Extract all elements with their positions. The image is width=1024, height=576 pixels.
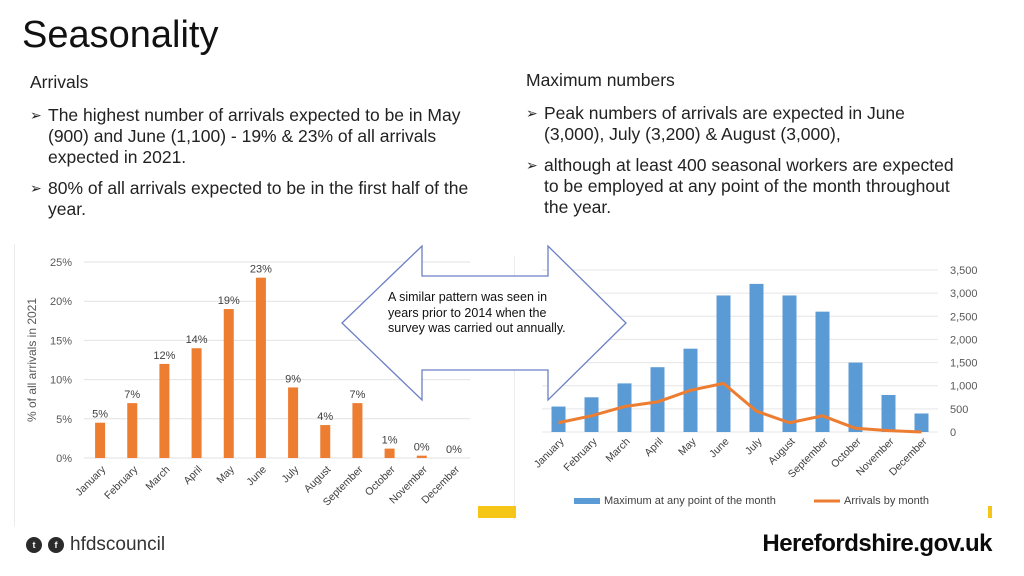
x-tick-label: June xyxy=(707,436,732,461)
y-tick-label: 3,500 xyxy=(950,265,978,277)
x-tick-label: August xyxy=(766,436,798,468)
data-label: 5% xyxy=(92,409,108,421)
bar xyxy=(782,295,797,432)
x-tick-label: August xyxy=(302,464,334,496)
bar xyxy=(384,448,395,458)
bar xyxy=(127,403,138,458)
bar xyxy=(223,309,234,458)
bar xyxy=(416,455,427,458)
maximum-bullet-text: although at least 400 seasonal workers a… xyxy=(544,155,954,217)
x-tick-label: May xyxy=(676,435,699,458)
x-tick-label: February xyxy=(102,463,141,502)
y-tick-label: 2,000 xyxy=(950,334,978,346)
bar xyxy=(914,413,929,432)
arrivals-percentage-chart: 0% 5% 10% 15% 20% 25% % of all arrivals in 202… xyxy=(14,244,470,526)
bar xyxy=(320,425,331,458)
bar xyxy=(650,367,665,432)
page-title: Seasonality xyxy=(22,14,219,56)
y-tick-label: 500 xyxy=(950,404,968,416)
x-tick-label: March xyxy=(143,464,172,493)
maximum-numbers-heading: Maximum numbers xyxy=(526,70,675,90)
y-tick-label: 1,500 xyxy=(950,358,978,370)
y-tick-label: 5% xyxy=(56,414,72,426)
arrow-bullet-icon: ➢ xyxy=(526,157,538,173)
site-logo: Herefordshire.gov.uk xyxy=(762,530,992,557)
bar xyxy=(288,387,299,458)
bar xyxy=(551,406,566,432)
bar xyxy=(848,362,863,432)
maximum-numbers-column: Maximum numbers ➢ Peak numbers of arriva… xyxy=(526,70,966,228)
y-axis-label: % of all arrivals in 2021 xyxy=(25,298,39,422)
facebook-icon[interactable]: f xyxy=(48,537,64,553)
data-label: 7% xyxy=(124,389,140,401)
social-handle: hfdscouncil xyxy=(70,534,166,555)
y-tick-label: 15% xyxy=(50,335,72,347)
y-tick-label: 20% xyxy=(50,296,72,308)
social-footer: t f hfdscouncil xyxy=(26,534,165,556)
maximum-vs-arrivals-chart: 05001,0001,5002,0002,5003,0003,500Januar… xyxy=(514,256,978,520)
arrivals-heading: Arrivals xyxy=(30,72,89,92)
legend-label: Arrivals by month xyxy=(844,495,929,507)
maximum-bullet-text: Peak numbers of arrivals are expected in… xyxy=(544,103,905,144)
x-tick-label: March xyxy=(603,436,632,465)
maximum-bullet-2: ➢ although at least 400 seasonal workers… xyxy=(526,155,966,218)
arrivals-bullet-2: ➢ 80% of all arrivals expected to be in … xyxy=(30,178,470,220)
data-label: 0% xyxy=(414,442,430,454)
data-label: 23% xyxy=(250,264,272,276)
arrow-bullet-icon: ➢ xyxy=(30,180,42,196)
legend-swatch xyxy=(574,498,600,504)
data-label: 12% xyxy=(153,350,175,362)
bar xyxy=(815,311,830,432)
x-tick-label: May xyxy=(214,463,237,486)
callout-text: A similar pattern was seen in years prio… xyxy=(388,290,566,335)
arrivals-column: Arrivals ➢ The highest number of arrival… xyxy=(30,72,470,230)
y-tick-label: 2,500 xyxy=(950,311,978,323)
data-label: 4% xyxy=(317,411,333,423)
data-label: 1% xyxy=(382,435,398,447)
data-label: 14% xyxy=(186,334,208,346)
x-tick-label: April xyxy=(642,436,665,459)
bar xyxy=(716,295,731,432)
arrivals-bullet-text: 80% of all arrivals expected to be in th… xyxy=(48,178,469,219)
double-arrow-callout xyxy=(341,244,627,402)
arrivals-bullet-1: ➢ The highest number of arrivals expecte… xyxy=(30,105,470,168)
y-tick-label: 3,000 xyxy=(950,288,978,300)
y-tick-label: 25% xyxy=(50,257,72,269)
bar xyxy=(191,348,202,458)
data-label: 9% xyxy=(285,373,301,385)
y-tick-label: 0 xyxy=(950,427,956,439)
accent-bar xyxy=(988,506,992,518)
legend-label: Maximum at any point of the month xyxy=(604,495,776,507)
accent-bar xyxy=(478,506,516,518)
data-label: 7% xyxy=(349,389,365,401)
arrow-bullet-icon: ➢ xyxy=(526,105,538,121)
data-label: 0% xyxy=(446,444,462,456)
bar xyxy=(352,403,363,458)
series-line xyxy=(558,381,922,434)
x-tick-label: February xyxy=(561,435,600,474)
x-tick-label: June xyxy=(244,464,269,489)
bar xyxy=(881,394,896,432)
maximum-bullet-1: ➢ Peak numbers of arrivals are expected … xyxy=(526,103,966,145)
bar xyxy=(95,422,106,458)
twitter-icon[interactable]: t xyxy=(26,537,42,553)
x-tick-label: July xyxy=(280,463,302,485)
arrivals-bullet-text: The highest number of arrivals expected … xyxy=(48,105,461,167)
x-tick-label: April xyxy=(181,464,204,487)
arrow-bullet-icon: ➢ xyxy=(30,107,42,123)
y-tick-label: 1,000 xyxy=(950,381,978,393)
data-label: 19% xyxy=(218,295,240,307)
y-tick-label: 0% xyxy=(56,453,72,465)
x-tick-label: July xyxy=(743,435,765,457)
bar xyxy=(255,277,266,458)
bar xyxy=(749,283,764,432)
bar xyxy=(159,363,170,458)
y-tick-label: 10% xyxy=(50,375,72,387)
